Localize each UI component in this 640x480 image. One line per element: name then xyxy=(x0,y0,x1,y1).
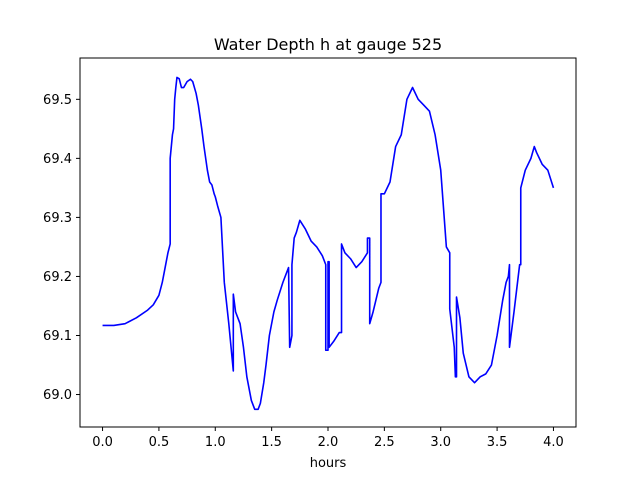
chart-title: Water Depth h at gauge 525 xyxy=(214,35,442,54)
y-tick-label: 69.3 xyxy=(43,211,72,226)
y-tick-label: 69.5 xyxy=(43,93,72,108)
x-tick-label: 0.0 xyxy=(92,435,113,450)
y-tick-label: 69.0 xyxy=(43,388,72,403)
series-line-0 xyxy=(102,76,555,411)
x-tick-label: 4.0 xyxy=(543,435,564,450)
x-tick-label: 3.5 xyxy=(487,435,508,450)
x-axis-label: hours xyxy=(310,456,347,471)
y-tick-label: 69.1 xyxy=(43,329,72,344)
x-tick-label: 0.5 xyxy=(149,435,170,450)
x-tick-label: 2.0 xyxy=(318,435,339,450)
plot-area: 0.0 0.5 1.0 1.5 2.0 2.5 3.0 3.5 4.0 69.0 69.1 69.2 6… xyxy=(43,57,577,450)
x-tick-label: 1.5 xyxy=(261,435,282,450)
y-tick-label: 69.2 xyxy=(43,270,72,285)
x-tick-label: 2.5 xyxy=(374,435,395,450)
y-tick-label: 69.4 xyxy=(43,152,72,167)
x-tick-label: 1.0 xyxy=(205,435,226,450)
x-tick-label: 3.0 xyxy=(430,435,451,450)
plot-frame xyxy=(79,57,577,428)
